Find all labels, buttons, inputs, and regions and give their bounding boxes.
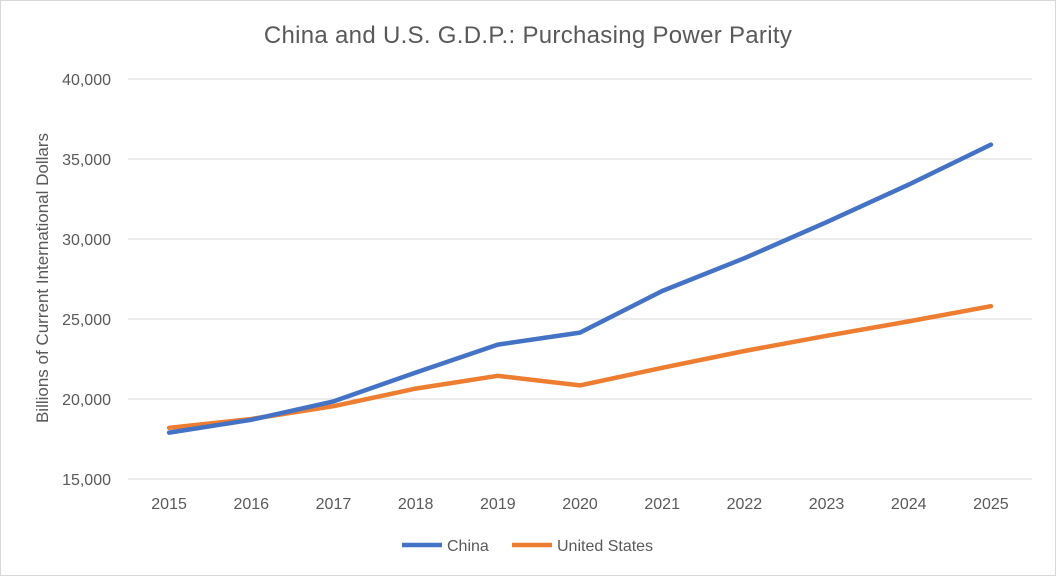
y-tick-label: 40,000 [62,72,111,89]
series-lines [166,142,994,435]
y-tick-label: 35,000 [62,152,111,169]
x-axis-ticks: 2015 2016 2017 2018 2019 2020 2021 2022 2023 2024… [151,496,1009,513]
gridlines [128,78,1032,480]
x-tick-label: 2021 [644,496,680,513]
series-line-united-states [166,303,994,431]
x-tick-label: 2024 [891,496,927,513]
y-axis-ticks: 15,000 20,000 25,000 30,000 35,000 40,000 [62,72,111,489]
x-tick-label: 2015 [151,496,187,513]
x-tick-label: 2018 [398,496,434,513]
x-tick-label: 2016 [233,496,269,513]
legend-label-united-states: United States [557,538,653,555]
legend-label-china: China [447,538,489,555]
x-tick-label: 2020 [562,496,598,513]
chart-title: China and U.S. G.D.P.: Purchasing Power … [263,22,793,49]
y-tick-label: 20,000 [62,392,111,409]
x-tick-label: 2019 [480,496,516,513]
legend: China United States [402,538,653,555]
y-tick-label: 30,000 [62,232,111,249]
x-tick-label: 2022 [727,496,763,513]
y-tick-label: 15,000 [62,472,111,489]
x-tick-label: 2017 [316,496,352,513]
y-tick-label: 25,000 [62,312,111,329]
y-axis-label: Billions of Current International Dollar… [33,133,52,423]
x-tick-label: 2025 [973,496,1009,513]
series-line-china [166,142,994,435]
x-tick-label: 2023 [809,496,845,513]
